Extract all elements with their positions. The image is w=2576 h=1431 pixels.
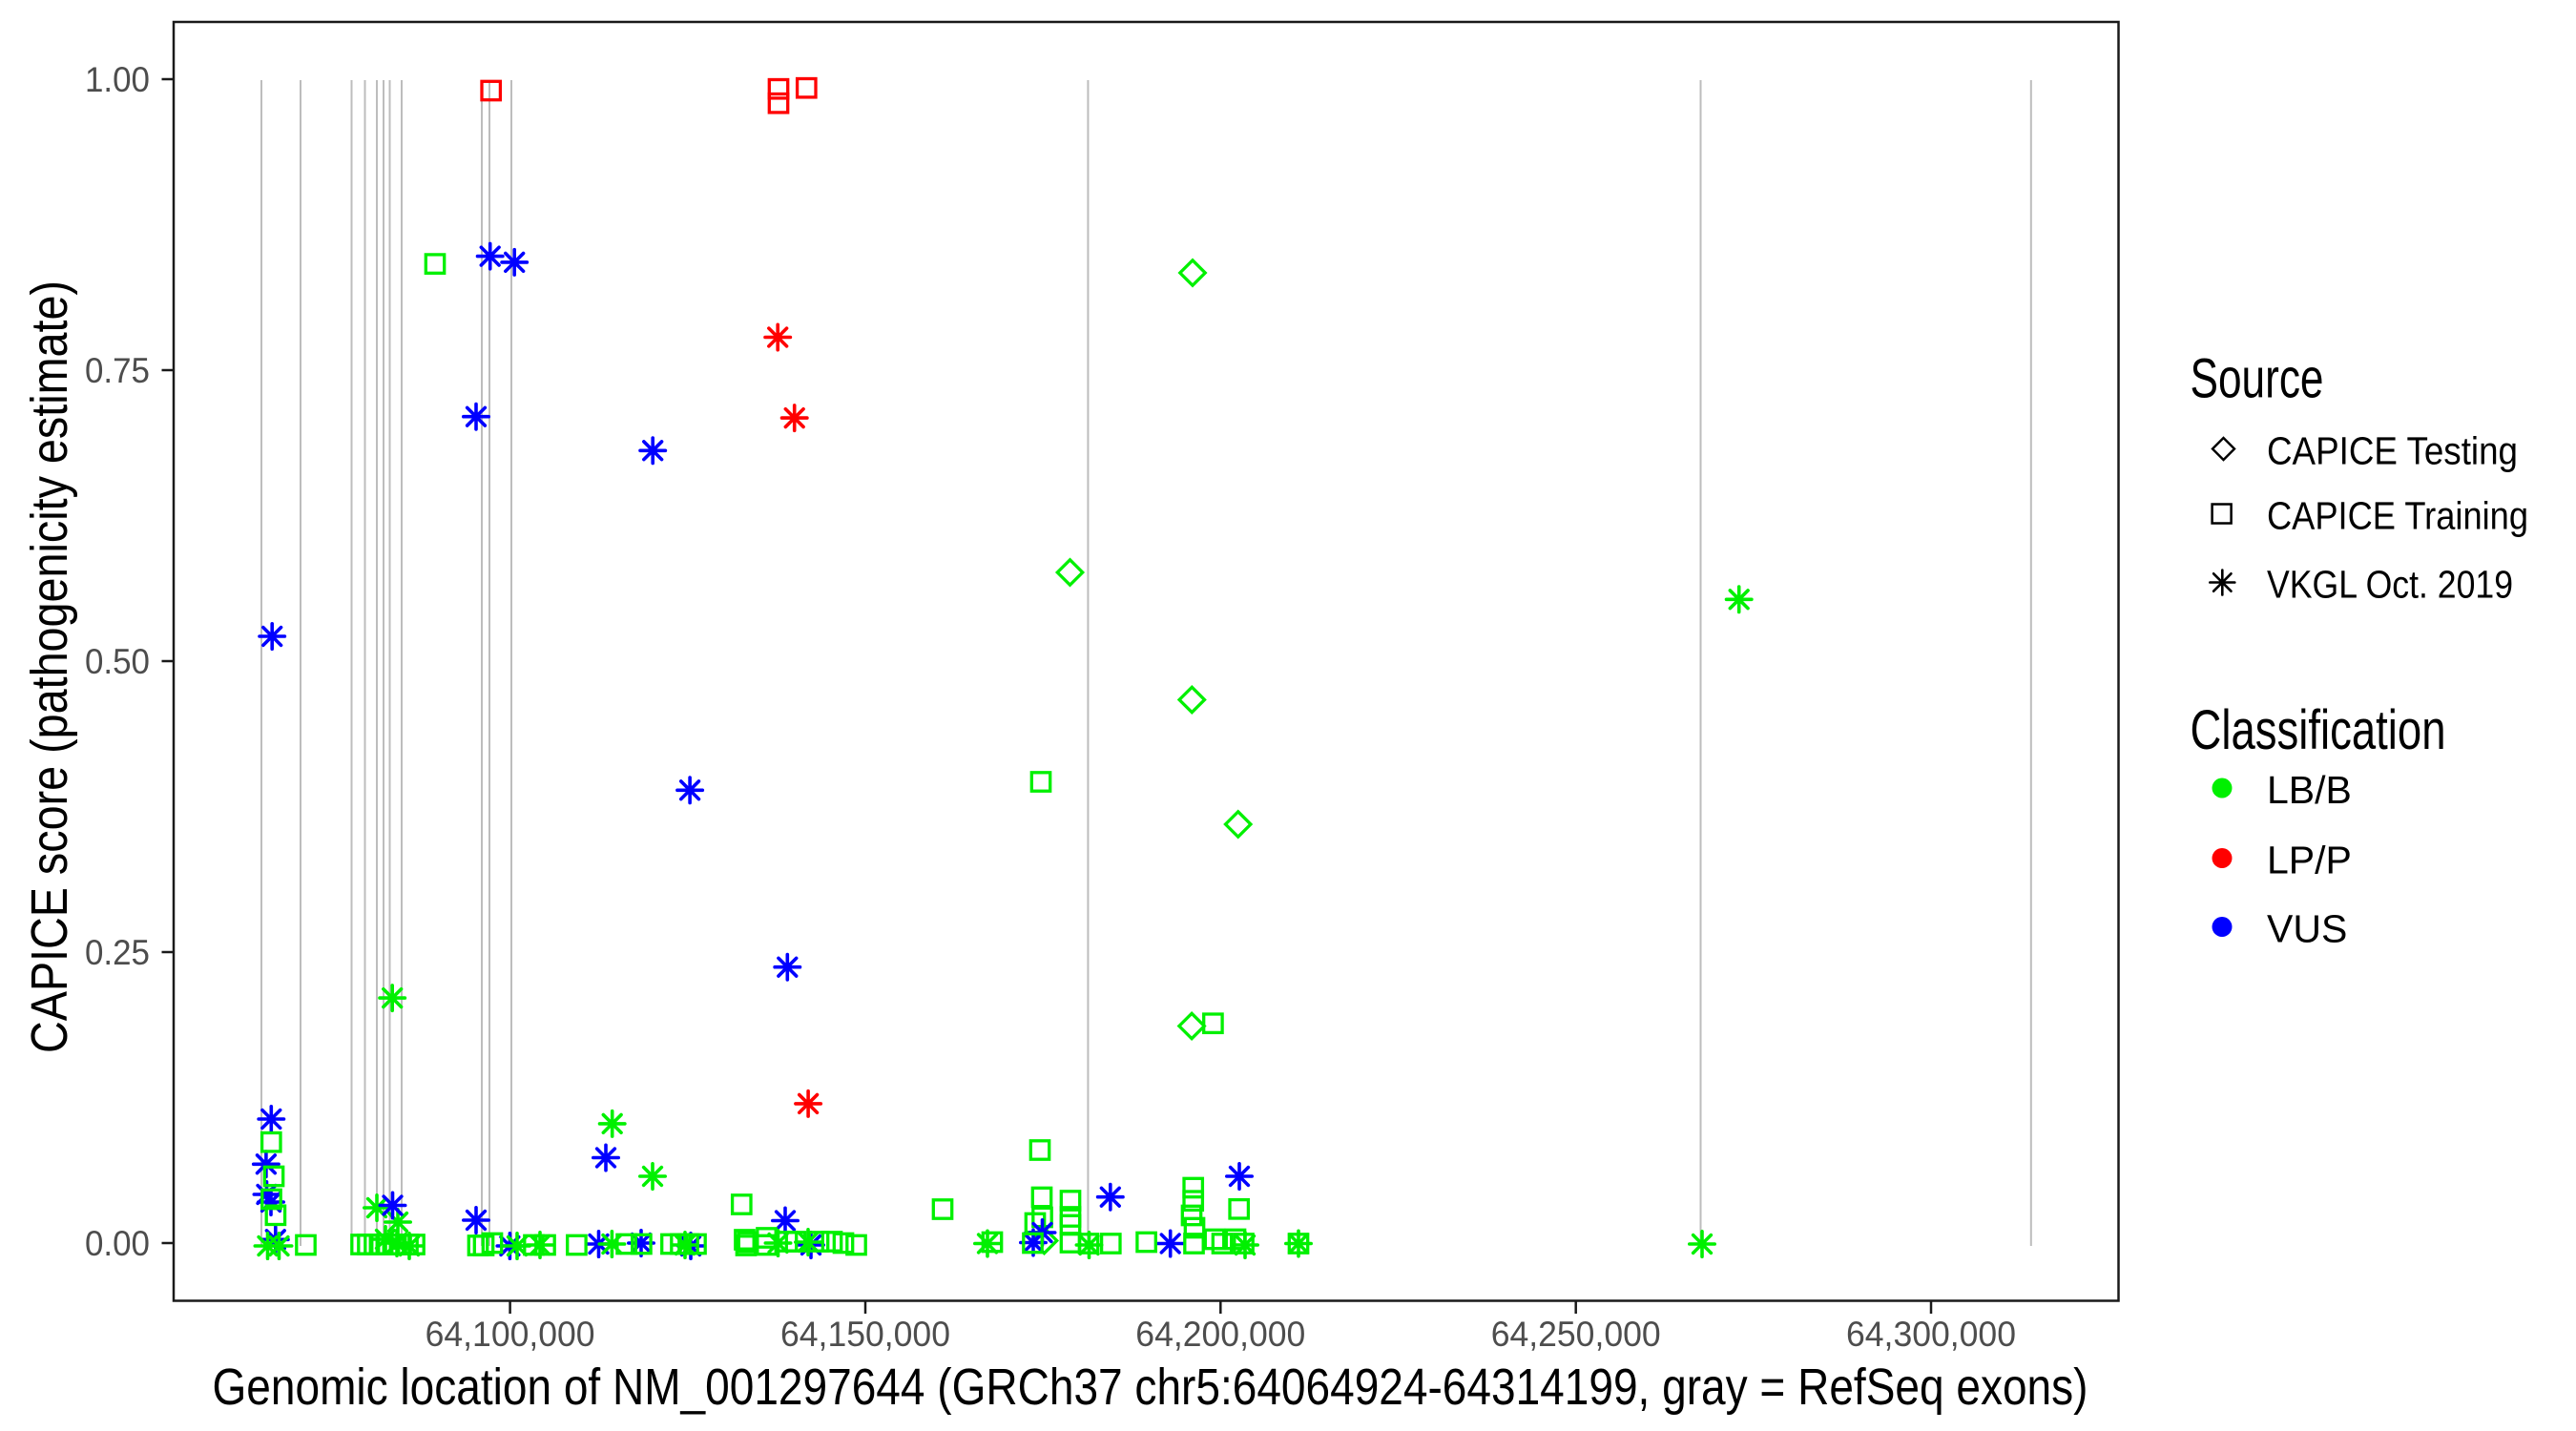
svg-text:VUS: VUS — [2267, 907, 2347, 951]
svg-text:CAPICE Testing: CAPICE Testing — [2267, 429, 2518, 473]
svg-text:0.75: 0.75 — [85, 350, 150, 390]
svg-text:LB/B: LB/B — [2267, 768, 2352, 812]
svg-text:64,100,000: 64,100,000 — [426, 1314, 595, 1354]
svg-text:0.00: 0.00 — [85, 1223, 150, 1263]
svg-text:Classification: Classification — [2191, 699, 2446, 761]
svg-text:64,200,000: 64,200,000 — [1135, 1314, 1305, 1354]
svg-text:0.50: 0.50 — [85, 641, 150, 681]
svg-text:Genomic location of NM_0012976: Genomic location of NM_001297644 (GRCh37… — [213, 1358, 2088, 1416]
svg-text:Source: Source — [2191, 348, 2324, 410]
svg-text:CAPICE score (pathogenicity es: CAPICE score (pathogenicity estimate) — [21, 280, 78, 1053]
svg-text:VKGL Oct. 2019: VKGL Oct. 2019 — [2267, 563, 2513, 607]
svg-text:1.00: 1.00 — [85, 59, 150, 99]
svg-text:CAPICE Training: CAPICE Training — [2267, 494, 2528, 538]
svg-text:0.25: 0.25 — [85, 932, 150, 972]
svg-text:64,300,000: 64,300,000 — [1846, 1314, 2016, 1354]
svg-text:LP/P: LP/P — [2267, 839, 2352, 882]
svg-text:64,150,000: 64,150,000 — [780, 1314, 950, 1354]
svg-text:64,250,000: 64,250,000 — [1491, 1314, 1661, 1354]
